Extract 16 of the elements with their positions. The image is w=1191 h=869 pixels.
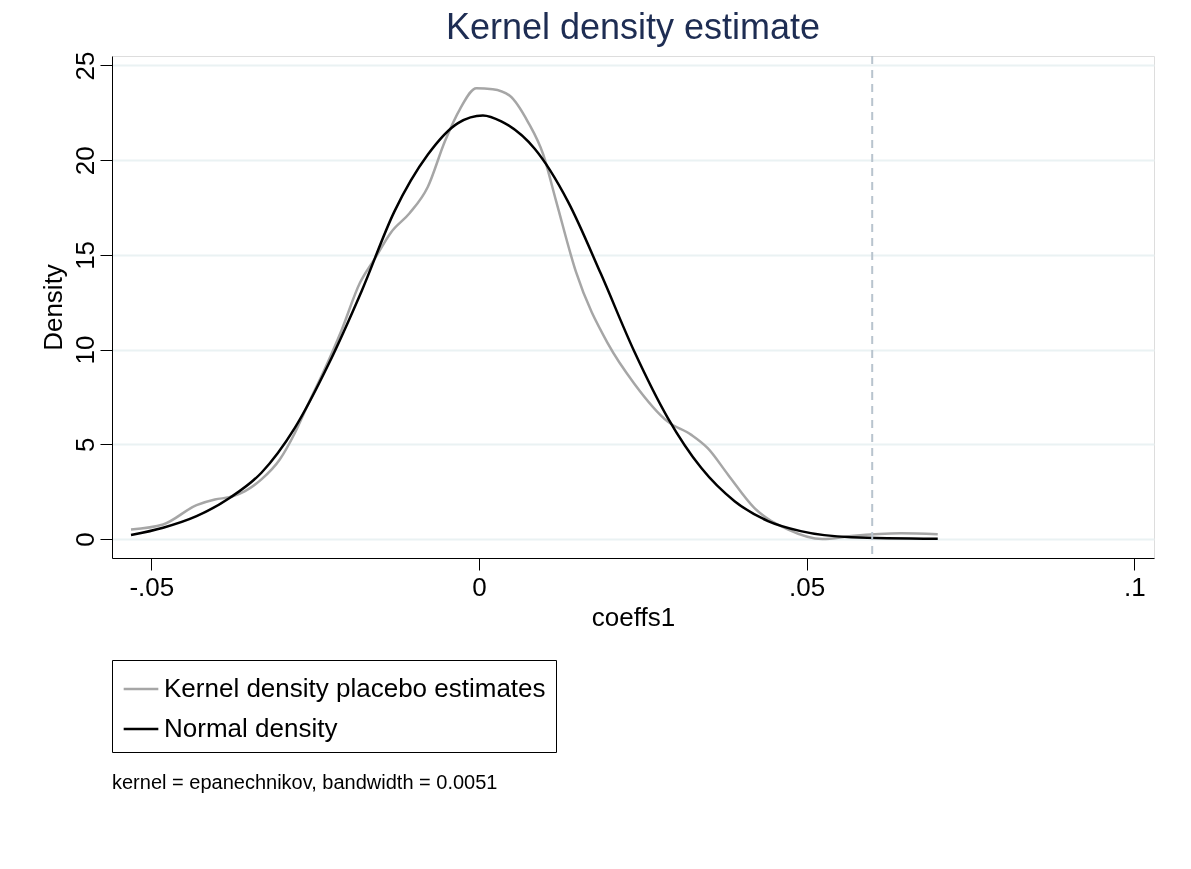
y-tick-label: 5 xyxy=(69,437,100,453)
y-tick-label: 15 xyxy=(69,240,100,270)
y-tick-label: 10 xyxy=(69,335,100,365)
y-axis-title: Density xyxy=(37,264,68,351)
legend-label: Normal density xyxy=(164,713,338,743)
x-axis-title: coeffs1 xyxy=(591,601,676,632)
x-tick-label: .05 xyxy=(789,571,826,602)
y-tick-label: 25 xyxy=(69,51,100,81)
legend-label: Kernel density placebo estimates xyxy=(164,673,546,703)
y-tick-label: 20 xyxy=(69,146,100,176)
y-tick-label: 0 xyxy=(69,532,100,547)
x-tick-label: -.05 xyxy=(129,571,175,602)
x-tick-label: 0 xyxy=(472,571,487,602)
text: kernel = epanechnikov, bandwidth = 0.0051 xyxy=(112,771,498,793)
x-tick-label: .1 xyxy=(1124,571,1146,602)
chart-title: Kernel density estimate xyxy=(445,6,821,48)
